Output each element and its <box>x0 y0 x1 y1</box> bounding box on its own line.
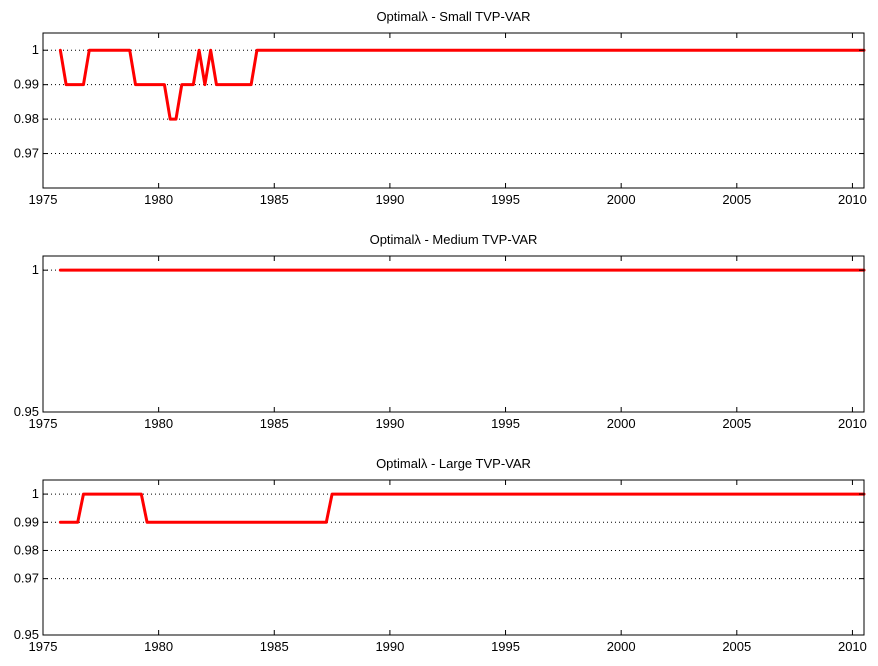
y-tick-label: 0.95 <box>14 627 39 642</box>
y-tick-label: 0.97 <box>14 571 39 586</box>
x-tick-label: 1990 <box>375 639 404 654</box>
chart-title: Optimalλ - Small TVP-VAR <box>376 9 530 24</box>
axis-frame <box>42 479 865 636</box>
y-tick-label: 0.95 <box>14 404 39 419</box>
x-tick-label: 1975 <box>29 639 58 654</box>
x-tick-label: 1975 <box>29 416 58 431</box>
y-tick-label: 0.98 <box>14 111 39 126</box>
x-tick-label: 1985 <box>260 639 289 654</box>
y-tick-label: 1 <box>32 42 39 57</box>
y-tick-label: 0.99 <box>14 77 39 92</box>
y-tick-label: 0.98 <box>14 542 39 557</box>
x-tick-label: 1985 <box>260 192 289 207</box>
y-tick-label: 0.97 <box>14 146 39 161</box>
series-line-1 <box>58 492 866 524</box>
x-tick-label: 2010 <box>838 639 867 654</box>
x-tick-label: 1980 <box>144 639 173 654</box>
chart-title: Optimalλ - Large TVP-VAR <box>376 456 531 471</box>
x-tick-label: 2005 <box>722 639 751 654</box>
x-tick-label: 2005 <box>722 416 751 431</box>
x-tick-label: 1985 <box>260 416 289 431</box>
x-tick-label: 2000 <box>607 639 636 654</box>
chart-title: Optimalλ - Medium TVP-VAR <box>370 232 538 247</box>
y-tick-label: 1 <box>32 486 39 501</box>
x-tick-label: 2000 <box>607 416 636 431</box>
x-tick-label: 1975 <box>29 192 58 207</box>
x-tick-label: 1995 <box>491 192 520 207</box>
x-tick-label: 1990 <box>375 416 404 431</box>
y-tick-label: 1 <box>32 262 39 277</box>
x-tick-label: 1995 <box>491 639 520 654</box>
x-tick-label: 2010 <box>838 416 867 431</box>
chart-panel-1: Optimalλ - Small TVP-VAR 1975 1980 1985 1990… <box>14 9 867 207</box>
x-tick-label: 1990 <box>375 192 404 207</box>
axis-frame <box>42 32 865 189</box>
axis-frame <box>42 255 865 413</box>
x-tick-label: 1995 <box>491 416 520 431</box>
chart-panel-3: Optimalλ - Large TVP-VAR 1975 1980 1985 1990… <box>14 456 867 654</box>
x-tick-label: 2010 <box>838 192 867 207</box>
x-tick-label: 1980 <box>144 192 173 207</box>
x-tick-label: 2000 <box>607 192 636 207</box>
series-line-1 <box>58 48 866 121</box>
y-tick-label: 0.99 <box>14 514 39 529</box>
chart-panel-2: Optimalλ - Medium TVP-VAR 1975 1980 1985 199… <box>14 232 867 431</box>
x-tick-label: 2005 <box>722 192 751 207</box>
x-tick-label: 1980 <box>144 416 173 431</box>
